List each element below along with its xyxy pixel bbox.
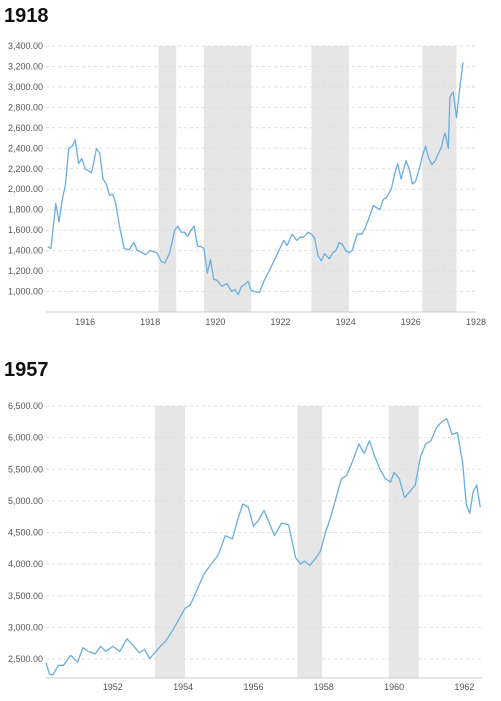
x-tick-label: 1952 xyxy=(103,682,123,692)
recession-band xyxy=(422,46,457,312)
y-tick-label: 1,400.00 xyxy=(8,246,43,256)
y-tick-label: 2,500.00 xyxy=(8,654,43,664)
x-tick-label: 1958 xyxy=(314,682,334,692)
y-tick-label: 3,200.00 xyxy=(8,62,43,72)
recession-band xyxy=(388,406,419,678)
x-tick-label: 1962 xyxy=(454,682,474,692)
y-tick-label: 6,000.00 xyxy=(8,433,43,443)
x-tick-label: 1922 xyxy=(270,317,290,327)
line-chart-1918: 1,000.00 1,200.00 1,400.00 1,600.00 1,800.00… xyxy=(8,41,486,327)
series-line xyxy=(45,418,481,676)
x-tick-label: 1920 xyxy=(205,317,225,327)
y-tick-label: 3,000.00 xyxy=(8,82,43,92)
chart-title-1918: 1918 xyxy=(4,5,49,27)
chart-title-1957: 1957 xyxy=(4,359,49,381)
series-line xyxy=(47,62,464,296)
y-tick-label: 1,800.00 xyxy=(8,205,43,215)
y-tick-label: 3,500.00 xyxy=(8,591,43,601)
y-tick-label: 5,500.00 xyxy=(8,464,43,474)
y-tick-label: 4,000.00 xyxy=(8,559,43,569)
y-tick-label: 2,000.00 xyxy=(8,184,43,194)
x-tick-label: 1954 xyxy=(173,682,193,692)
y-tick-label: 1,600.00 xyxy=(8,225,43,235)
recession-band xyxy=(311,46,349,312)
x-tick-label: 1924 xyxy=(336,317,356,327)
y-tick-label: 4,500.00 xyxy=(8,528,43,538)
y-tick-label: 5,000.00 xyxy=(8,496,43,506)
x-tick-label: 1918 xyxy=(140,317,160,327)
x-tick-label: 1956 xyxy=(243,682,263,692)
x-tick-label: 1926 xyxy=(401,317,421,327)
recession-band xyxy=(155,406,185,678)
y-tick-label: 1,200.00 xyxy=(8,266,43,276)
x-tick-label: 1960 xyxy=(384,682,404,692)
y-tick-label: 1,000.00 xyxy=(8,287,43,297)
y-tick-label: 6,500.00 xyxy=(8,401,43,411)
y-tick-label: 3,000.00 xyxy=(8,622,43,632)
y-tick-label: 2,400.00 xyxy=(8,143,43,153)
y-tick-label: 2,200.00 xyxy=(8,164,43,174)
y-tick-label: 3,400.00 xyxy=(8,41,43,51)
y-tick-label: 2,600.00 xyxy=(8,123,43,133)
recession-band xyxy=(297,406,322,678)
x-tick-label: 1916 xyxy=(75,317,95,327)
x-tick-label: 1928 xyxy=(466,317,486,327)
y-tick-label: 2,800.00 xyxy=(8,102,43,112)
